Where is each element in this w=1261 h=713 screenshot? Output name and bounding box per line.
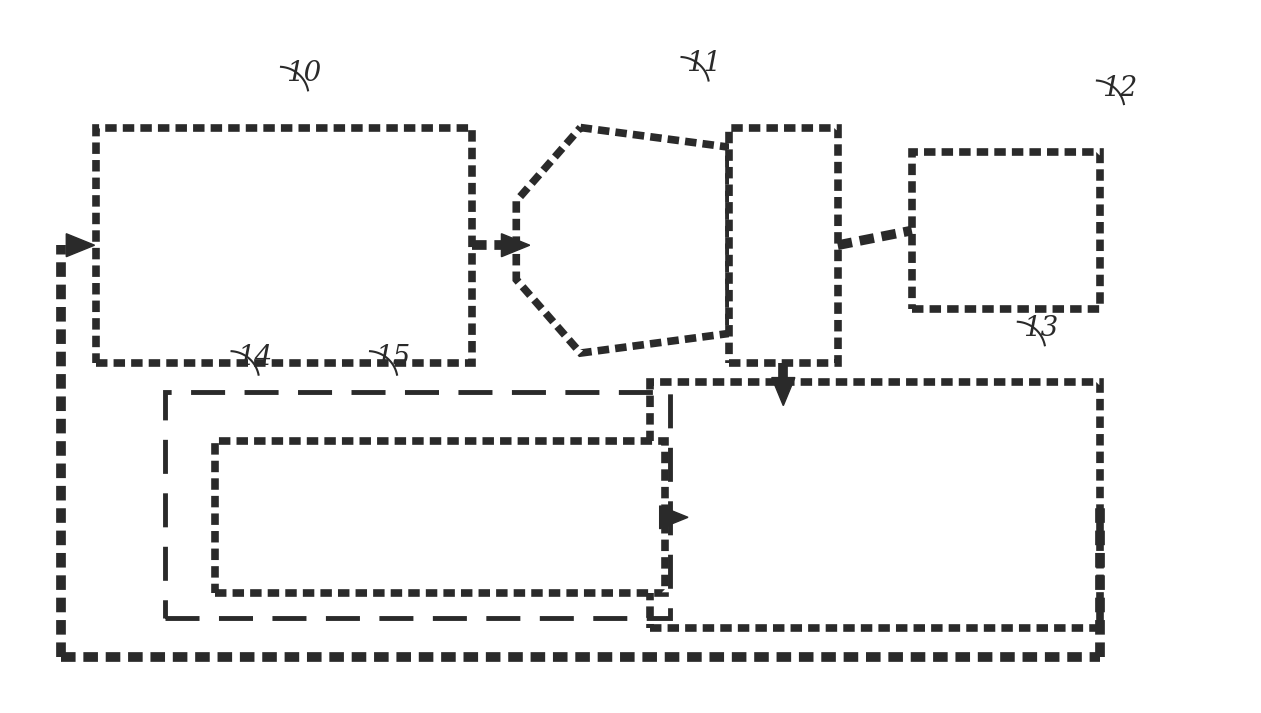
Bar xyxy=(649,382,1100,627)
Bar xyxy=(165,392,670,617)
Polygon shape xyxy=(502,234,530,257)
Bar xyxy=(912,152,1100,309)
Text: 10: 10 xyxy=(286,60,322,87)
Text: 14: 14 xyxy=(237,344,272,371)
Text: 11: 11 xyxy=(686,51,721,77)
Bar xyxy=(214,441,665,593)
Polygon shape xyxy=(67,234,95,257)
Polygon shape xyxy=(516,128,729,353)
Bar xyxy=(729,128,837,363)
Polygon shape xyxy=(660,506,689,529)
Text: 15: 15 xyxy=(375,344,410,371)
Bar xyxy=(96,128,472,363)
Text: 12: 12 xyxy=(1102,75,1137,102)
Polygon shape xyxy=(772,378,794,406)
Text: 13: 13 xyxy=(1023,315,1058,342)
